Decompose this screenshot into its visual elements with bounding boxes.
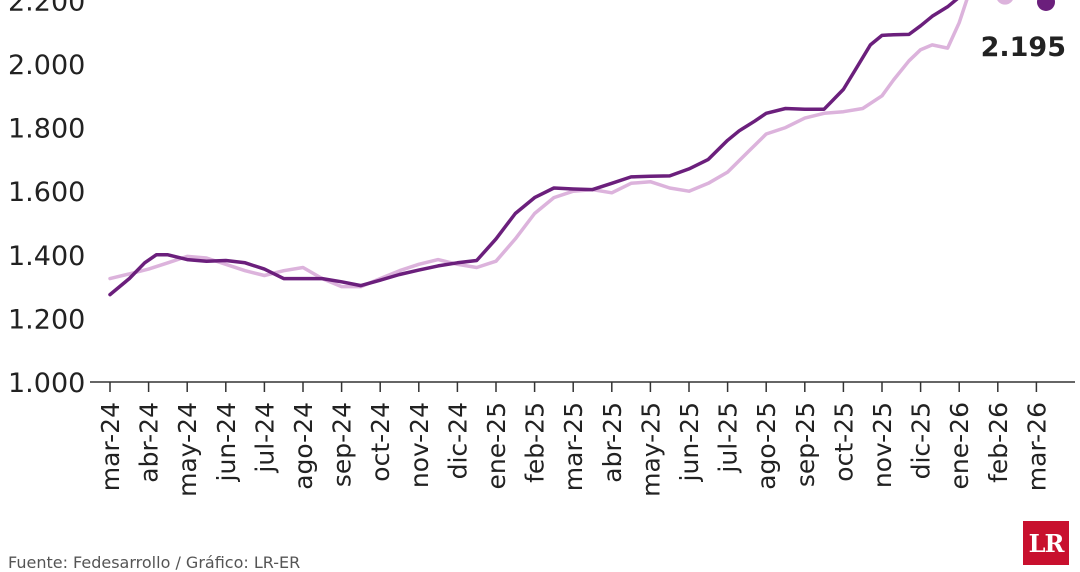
series-line (108, 0, 969, 289)
y-tick-label: 1.400 (8, 241, 85, 272)
x-tick-label: sep-25 (791, 402, 820, 487)
x-tick-label: feb-26 (984, 402, 1013, 483)
x-tick-label: may-25 (636, 402, 665, 497)
x-tick-label: sep-24 (328, 402, 357, 487)
x-tick-label: mar-26 (1022, 402, 1051, 491)
end-marker (1037, 0, 1055, 11)
x-tick-label: jul-25 (714, 402, 743, 474)
x-tick-label: abr-24 (135, 402, 164, 483)
end-markers: 2.195 (981, 0, 1066, 63)
x-tick-label: may-24 (173, 402, 202, 497)
x-tick-label: dic-25 (907, 402, 936, 479)
x-tick-label: jun-25 (675, 402, 704, 482)
x-tick-label: oct-25 (829, 402, 858, 482)
x-tick-label: ene-25 (482, 402, 511, 489)
x-tick-label: mar-24 (96, 402, 125, 491)
x-tick-label: feb-25 (521, 402, 550, 483)
x-tick-label: nov-24 (405, 402, 434, 488)
source-note: Fuente: Fedesarrollo / Gráfico: LR-ER (8, 553, 301, 572)
x-tick-label: abr-25 (598, 402, 627, 483)
x-tick-label: oct-24 (366, 402, 395, 482)
x-tick-label: ago-24 (289, 402, 318, 490)
y-tick-label: 1.600 (8, 177, 85, 208)
x-tick-label: ago-25 (752, 402, 781, 490)
y-tick-label: 1.200 (8, 304, 85, 335)
x-axis: mar-24 abr-24 may-24 jun-24 jul-24 ago-24 sep-… (90, 381, 1075, 497)
y-tick-label: 2.200 (8, 0, 85, 17)
x-tick-label: mar-25 (559, 402, 588, 491)
end-value-label: 2.195 (981, 32, 1066, 63)
end-marker (997, 0, 1013, 5)
y-axis: 1.000 1.200 1.400 1.600 1.800 2.000 2.200 (8, 0, 85, 399)
lr-logo: LR (1023, 521, 1069, 565)
x-tick-label: ene-26 (945, 402, 974, 489)
x-tick-label: nov-25 (868, 402, 897, 488)
x-tick-label: jun-24 (212, 402, 241, 482)
series-line (108, 0, 959, 297)
series-group (108, 0, 969, 297)
x-tick-label: jul-24 (250, 402, 279, 474)
y-tick-label: 1.000 (8, 368, 85, 399)
x-tick-label: dic-24 (443, 402, 472, 479)
y-tick-label: 1.800 (8, 114, 85, 145)
y-tick-label: 2.000 (8, 50, 85, 81)
